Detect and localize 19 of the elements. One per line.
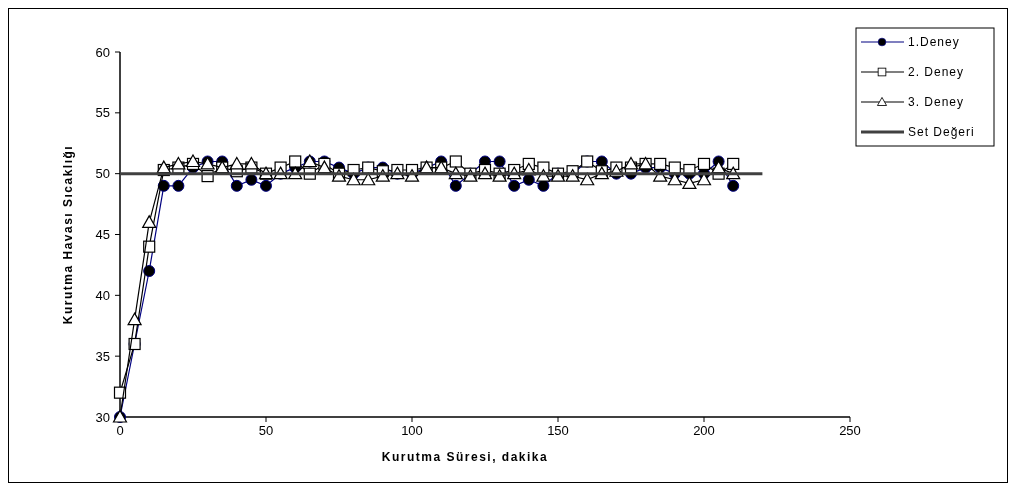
- x-tick-label: 50: [258, 423, 274, 438]
- y-tick-label: 35: [95, 348, 110, 364]
- x-tick-label: 150: [547, 423, 569, 438]
- legend-label: 1.Deney: [908, 35, 960, 49]
- x-tick-label: 200: [693, 423, 715, 438]
- legend-label: Set Değeri: [908, 125, 975, 139]
- y-tick-label: 50: [95, 166, 110, 182]
- y-tick-label: 30: [95, 409, 110, 425]
- x-tick-label: 0: [116, 423, 124, 438]
- y-tick-label: 40: [95, 287, 110, 303]
- legend-label: 2. Deney: [908, 65, 965, 79]
- x-axis-title: Kurutma Süresi, dakika: [381, 450, 549, 464]
- x-tick-label: 250: [839, 423, 861, 438]
- x-tick-label: 100: [401, 423, 423, 438]
- y-tick-label: 60: [95, 44, 110, 60]
- y-tick-label: 55: [95, 105, 110, 121]
- y-tick-label: 45: [95, 227, 110, 242]
- legend-label: 3. Deney: [908, 95, 965, 109]
- y-axis-title: Kurutma Havası Sıcaklığı: [61, 144, 75, 325]
